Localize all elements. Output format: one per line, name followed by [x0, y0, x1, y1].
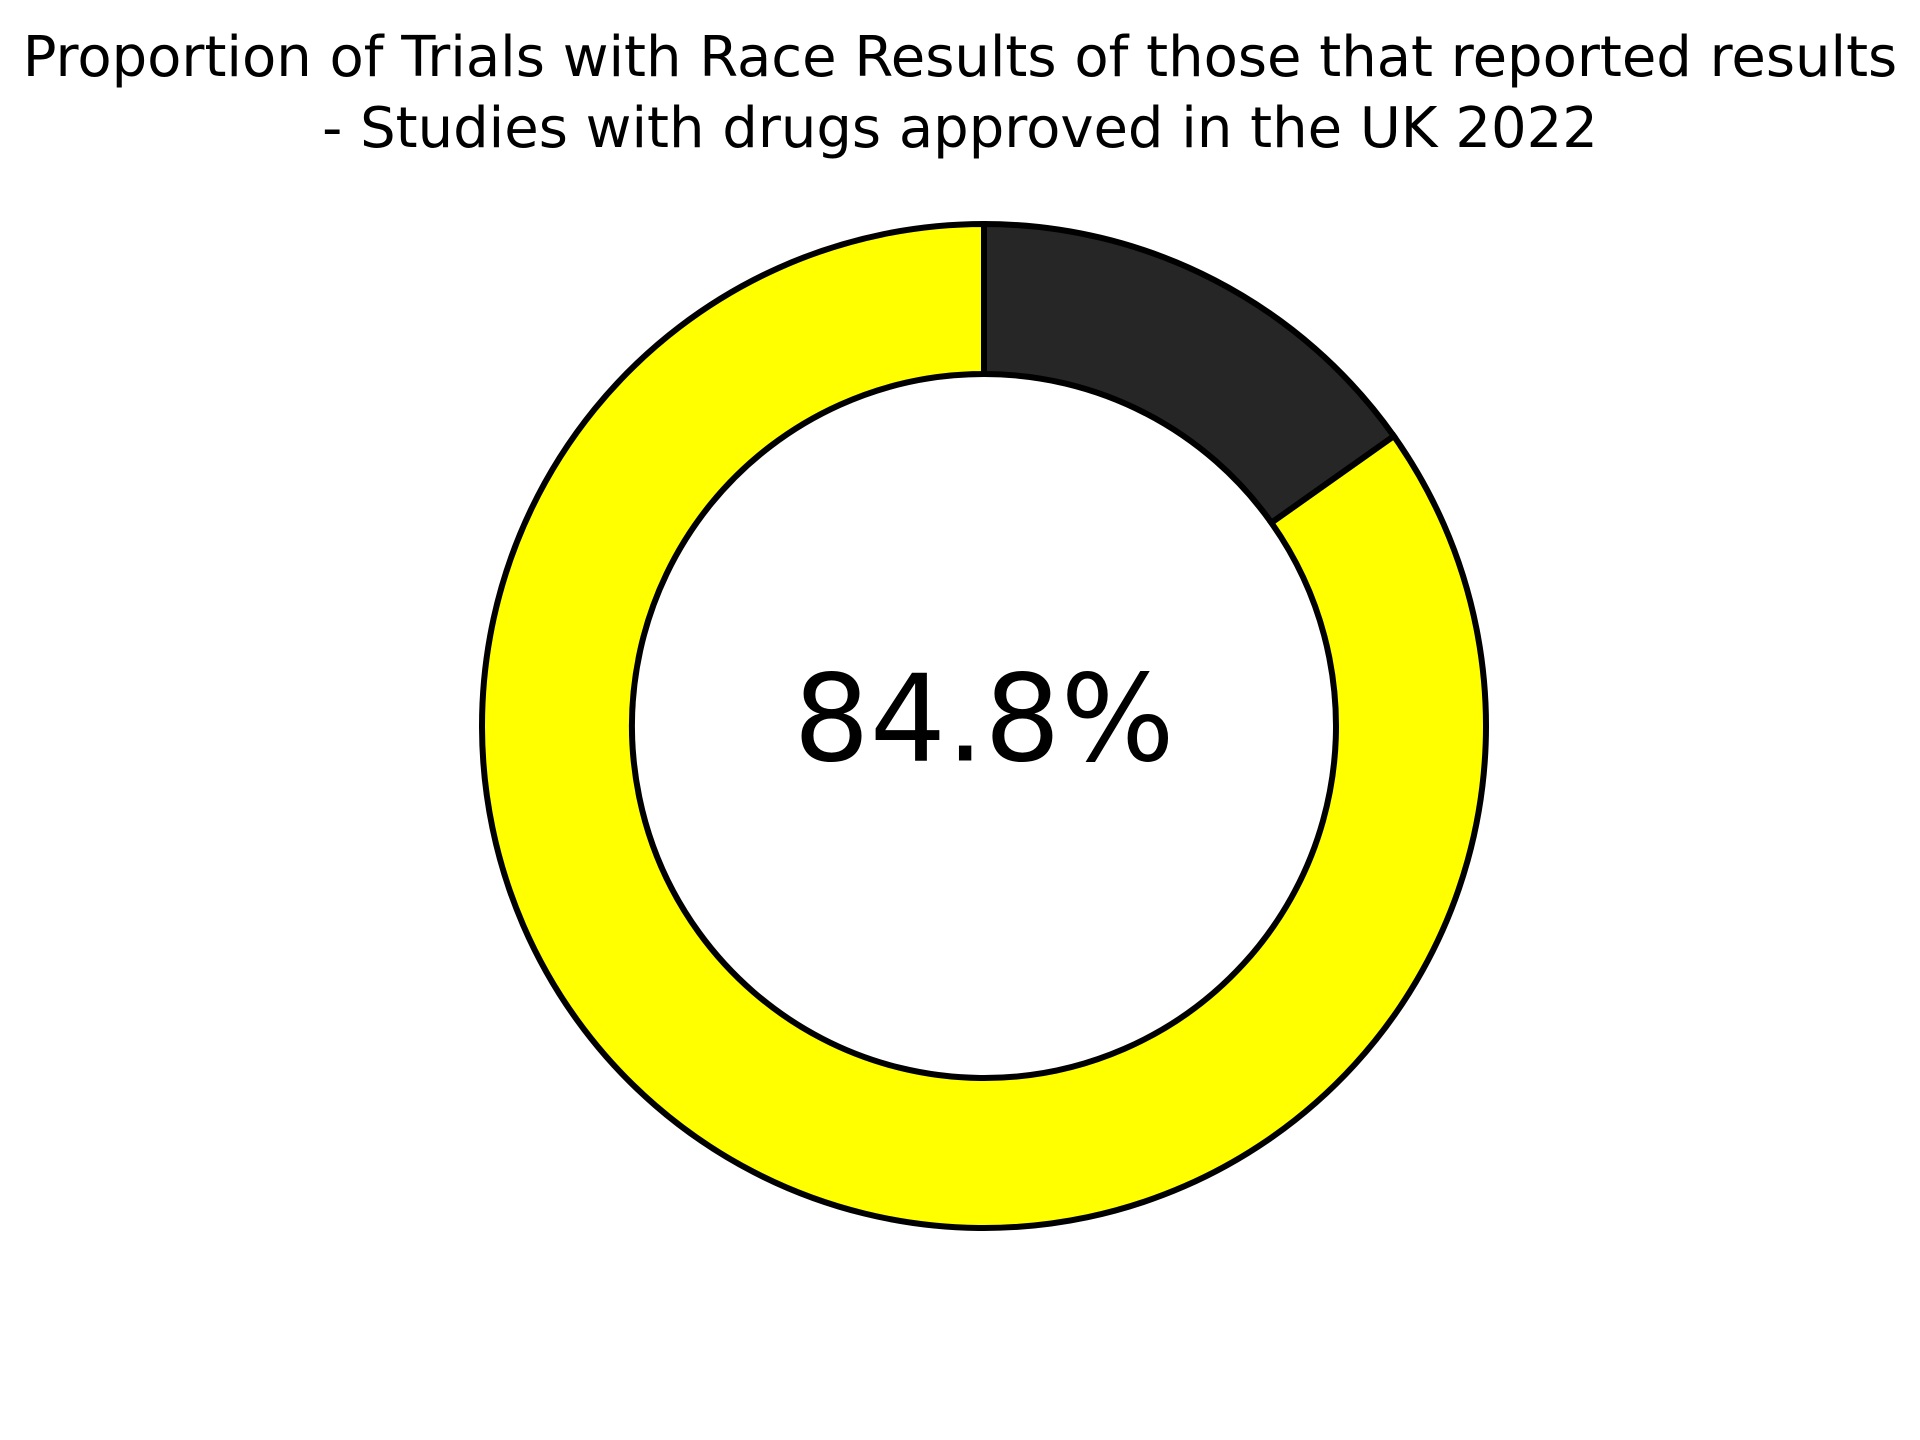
- donut-slice-0: [479, 220, 1489, 1231]
- chart-title-line-2: - Studies with drugs approved in the UK …: [322, 96, 1598, 161]
- center-percentage-label: 84.8%: [793, 651, 1174, 790]
- chart-title-line-1: Proportion of Trials with Race Results o…: [22, 25, 1898, 90]
- donut-slice-1: [981, 220, 1398, 527]
- donut-slices: [479, 220, 1489, 1231]
